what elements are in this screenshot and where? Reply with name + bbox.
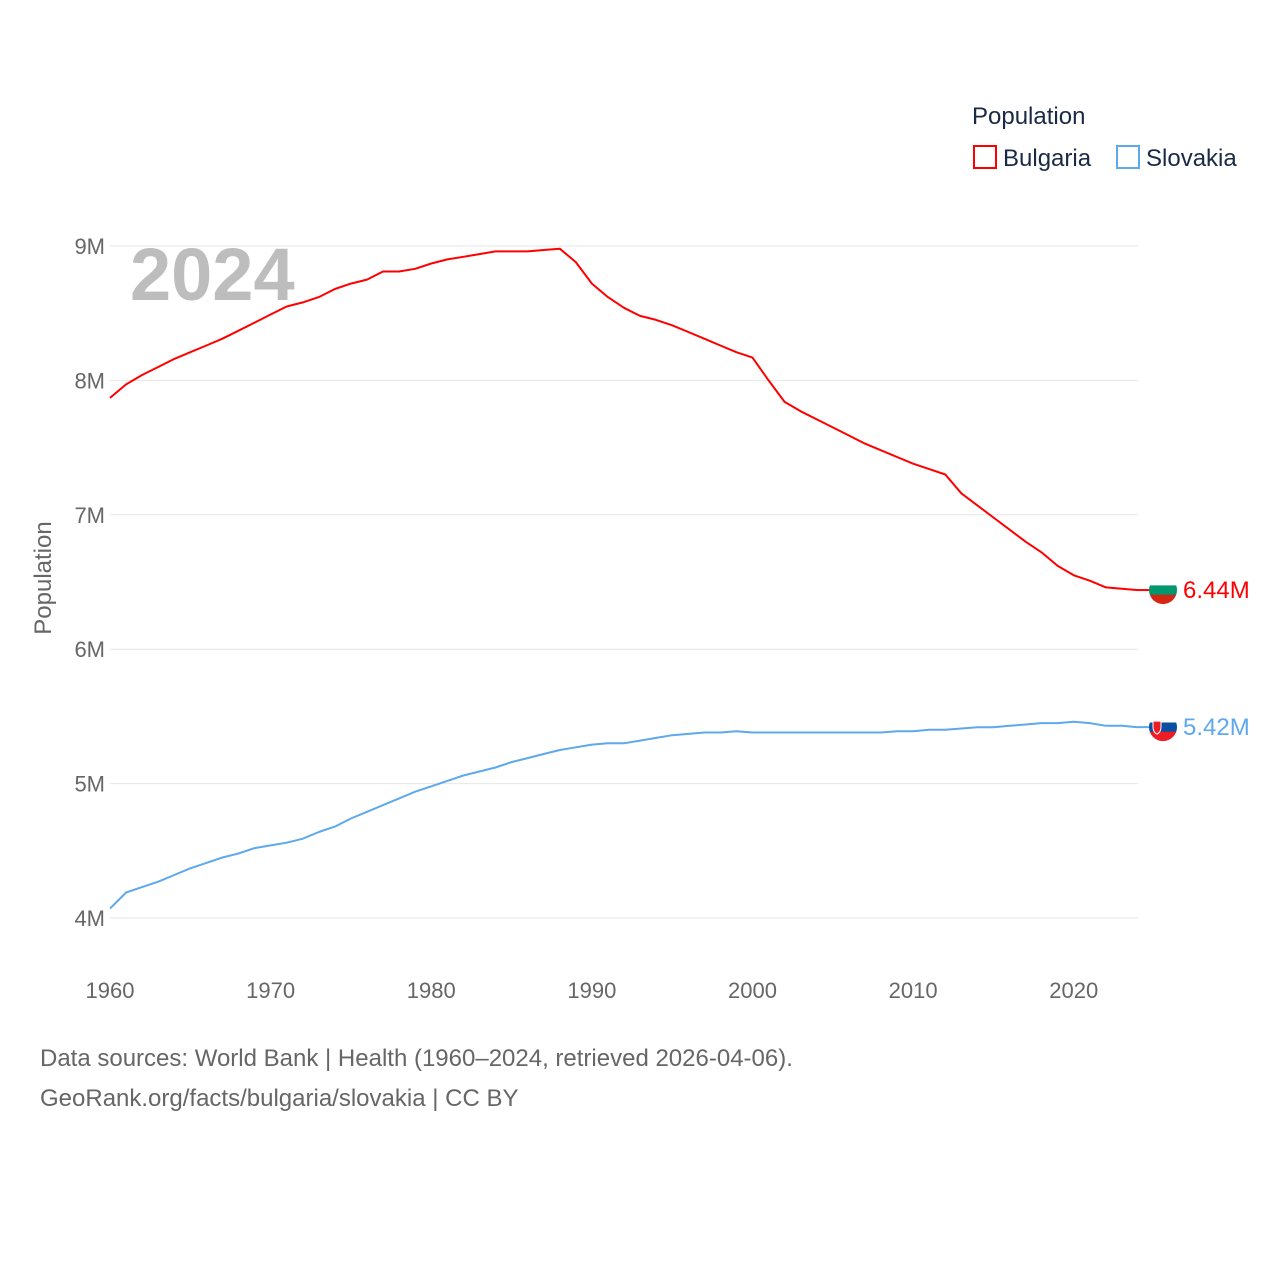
x-tick-label: 2020 (1049, 978, 1098, 1003)
legend-label-slovakia: Slovakia (1146, 145, 1237, 172)
end-markers: 6.44M 5.42M (1138, 576, 1250, 742)
y-tick-label: 4M (74, 906, 105, 931)
footer-link[interactable]: GeoRank.org/facts/bulgaria/slovakia | CC… (40, 1085, 519, 1112)
y-tick-label: 9M (74, 234, 105, 259)
flag-icon-slovakia (1149, 713, 1177, 742)
footer-sources: Data sources: World Bank | Health (1960–… (40, 1045, 793, 1072)
legend-item-slovakia[interactable]: Slovakia (1116, 145, 1237, 172)
end-label-bulgaria: 6.44M (1183, 577, 1250, 604)
x-tick-label: 2010 (889, 978, 938, 1003)
x-tick-label: 1970 (246, 978, 295, 1003)
x-tick-label: 1980 (407, 978, 456, 1003)
y-tick-label: 6M (74, 637, 105, 662)
legend-title: Population (972, 103, 1085, 130)
series-line-slovakia (109, 720, 1139, 910)
y-tick-label: 5M (74, 772, 105, 797)
series-lines (109, 247, 1139, 910)
legend-swatch-slovakia (1116, 145, 1140, 169)
x-axis-ticks: 1960 1970 1980 1990 2000 2010 2020 (86, 978, 1099, 1003)
legend-label-bulgaria: Bulgaria (1003, 145, 1092, 172)
series-line-bulgaria (109, 247, 1139, 592)
end-label-slovakia: 5.42M (1183, 714, 1250, 741)
x-tick-label: 1990 (567, 978, 616, 1003)
x-tick-label: 2000 (728, 978, 777, 1003)
y-tick-label: 8M (74, 368, 105, 393)
y-axis-label: Population (30, 521, 57, 634)
x-tick-label: 1960 (86, 978, 135, 1003)
year-watermark: 2024 (130, 233, 295, 316)
legend-item-bulgaria[interactable]: Bulgaria (973, 145, 1092, 172)
y-tick-label: 7M (74, 503, 105, 528)
y-axis-ticks: 9M 8M 7M 6M 5M 4M (74, 234, 105, 931)
flag-icon-bulgaria (1149, 576, 1177, 605)
legend: Population Bulgaria Slovakia (972, 103, 1237, 172)
gridlines (110, 245, 1138, 919)
legend-swatch-bulgaria (973, 145, 997, 169)
